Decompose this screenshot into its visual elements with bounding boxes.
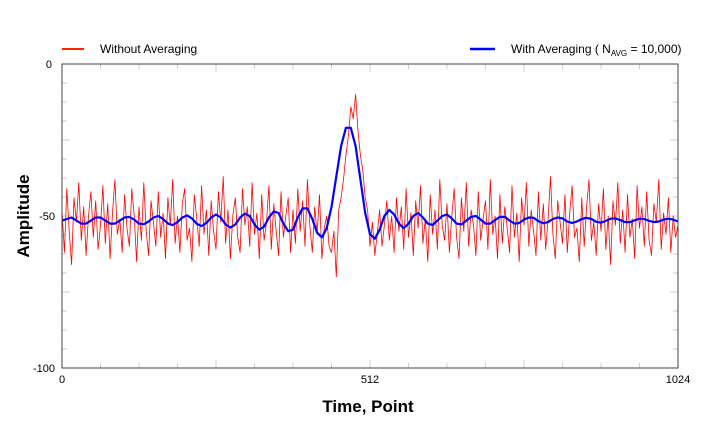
legend-label-without-averaging: Without Averaging <box>100 42 197 56</box>
grid <box>62 64 678 368</box>
legend-label-suffix: = 10,000) <box>627 42 681 56</box>
x-tick-label-2: 1024 <box>666 374 690 386</box>
legend-label-main: With Averaging ( N <box>511 42 611 56</box>
series-line-without-averaging <box>61 94 679 278</box>
x-axis-title: Time, Point <box>322 397 414 416</box>
x-tick-label-1: 512 <box>361 374 379 386</box>
y-axis-title: Amplitude <box>14 174 33 257</box>
series-line-with-averaging <box>61 126 679 240</box>
legend-label-with-averaging: With Averaging ( NAVG = 10,000) <box>511 42 682 58</box>
plot-lines <box>61 94 679 278</box>
legend-label-subscript: AVG <box>611 49 627 58</box>
plot-frame <box>61 63 679 369</box>
y-tick-label-2: -100 <box>33 363 55 375</box>
y-tick-label-0: 0 <box>46 59 52 71</box>
x-tick-label-0: 0 <box>59 374 65 386</box>
y-tick-label-1: -50 <box>39 211 55 223</box>
